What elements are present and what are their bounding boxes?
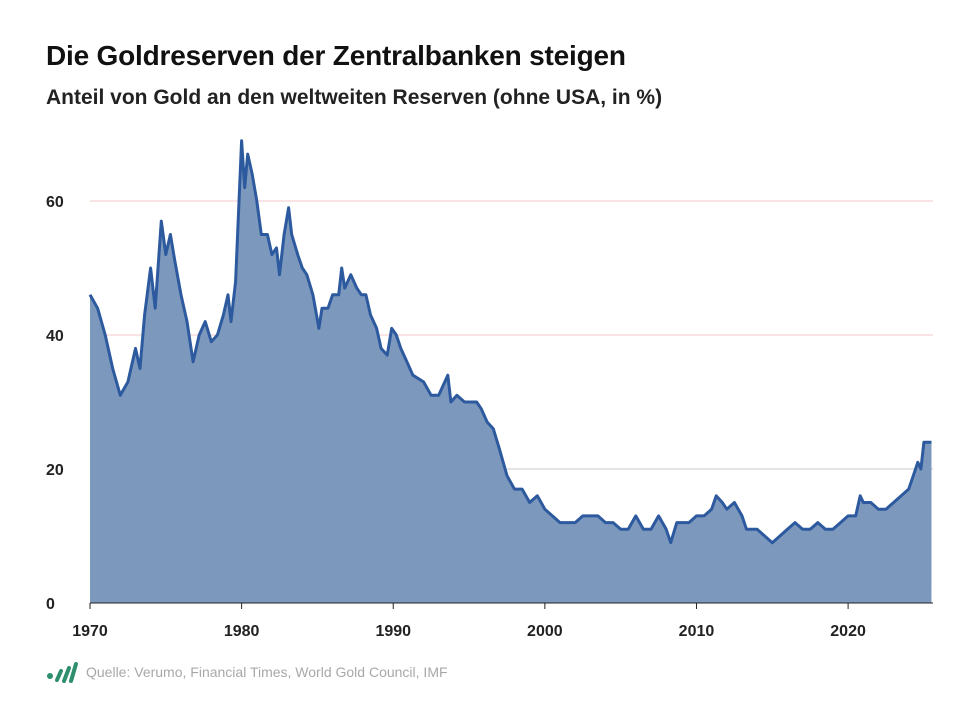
x-tick-label: 1970 (72, 623, 108, 640)
y-axis: 0 20 40 60 (46, 194, 64, 613)
x-tick-label: 1980 (224, 623, 260, 640)
series-area-fill (90, 140, 932, 603)
chart-title: Die Goldreserven der Zentralbanken steig… (46, 40, 626, 71)
footer: Quelle: Verumo, Financial Times, World G… (46, 660, 448, 684)
series-line (88, 139, 932, 545)
y-tick-label: 60 (46, 194, 64, 211)
y-tick-label: 20 (46, 462, 64, 479)
verumo-logo-icon (47, 662, 78, 683)
x-tick-label: 2020 (830, 623, 866, 640)
chart-subtitle: Anteil von Gold an den weltweiten Reserv… (46, 86, 663, 109)
x-tick-label: 2010 (679, 623, 715, 640)
y-tick-label: 40 (46, 328, 64, 345)
y-tick-label: 0 (46, 596, 55, 613)
x-tick-label: 1990 (375, 623, 411, 640)
x-tick-label: 2000 (527, 623, 563, 640)
x-axis: 1970 1980 1990 2000 2010 2020 (72, 603, 866, 640)
source-note: Quelle: Verumo, Financial Times, World G… (86, 664, 448, 680)
